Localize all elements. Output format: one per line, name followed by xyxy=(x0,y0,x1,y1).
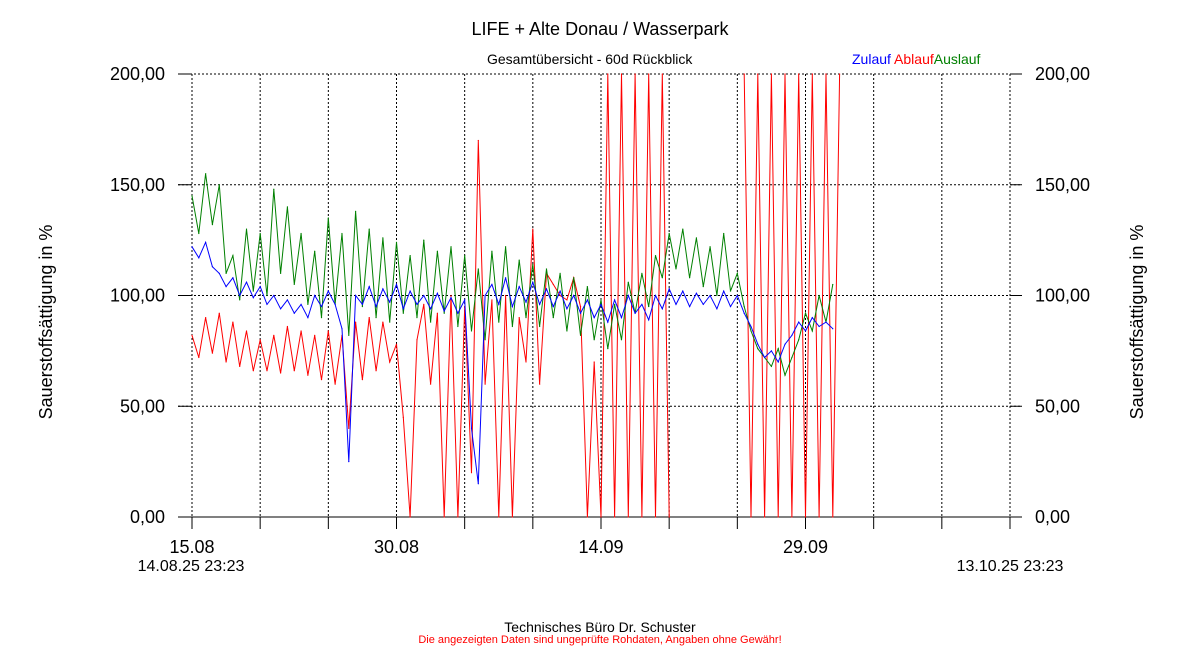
chart-title: LIFE + Alte Donau / Wasserpark xyxy=(471,19,729,39)
y-tick-label-right: 150,00 xyxy=(1035,175,1090,195)
chart-subtitle: Gesamtübersicht - 60d Rückblick xyxy=(487,51,693,67)
legend-ablauf: Ablauf xyxy=(894,51,934,67)
legend: Zulauf AblaufAuslauf xyxy=(852,51,980,67)
y-tick-label-right: 100,00 xyxy=(1035,286,1090,306)
y-tick-label-left: 50,00 xyxy=(120,396,165,416)
footer-company: Technisches Büro Dr. Schuster xyxy=(504,619,696,635)
legend-zulauf: Zulauf xyxy=(852,51,891,67)
x-tick-label: 14.09 xyxy=(578,537,623,557)
y-tick-label-right: 50,00 xyxy=(1035,396,1080,416)
series-line-ablauf xyxy=(743,73,841,518)
series-line-zulauf xyxy=(191,240,834,484)
series-line-auslauf xyxy=(191,173,834,377)
legend-auslauf: Auslauf xyxy=(933,51,981,67)
y-tick-label-left: 0,00 xyxy=(130,507,165,527)
y-tick-label-left: 200,00 xyxy=(110,64,165,84)
y-axis-label-right: Sauerstoffsättigung in % xyxy=(1127,225,1147,420)
y-tick-label-left: 150,00 xyxy=(110,175,165,195)
series-line-ablauf xyxy=(191,73,670,518)
x-end-label: 13.10.25 23:23 xyxy=(957,558,1064,575)
y-axis-label-left: Sauerstoffsättigung in % xyxy=(36,225,56,420)
x-tick-label: 29.09 xyxy=(783,537,828,557)
footer-disclaimer: Die angezeigten Daten sind ungeprüfte Ro… xyxy=(418,634,782,646)
x-start-label: 14.08.25 23:23 xyxy=(138,558,245,575)
y-tick-label-right: 0,00 xyxy=(1035,507,1070,527)
y-tick-label-right: 200,00 xyxy=(1035,64,1090,84)
x-tick-label: 15.08 xyxy=(169,537,214,557)
y-tick-label-left: 100,00 xyxy=(110,286,165,306)
x-tick-label: 30.08 xyxy=(374,537,419,557)
